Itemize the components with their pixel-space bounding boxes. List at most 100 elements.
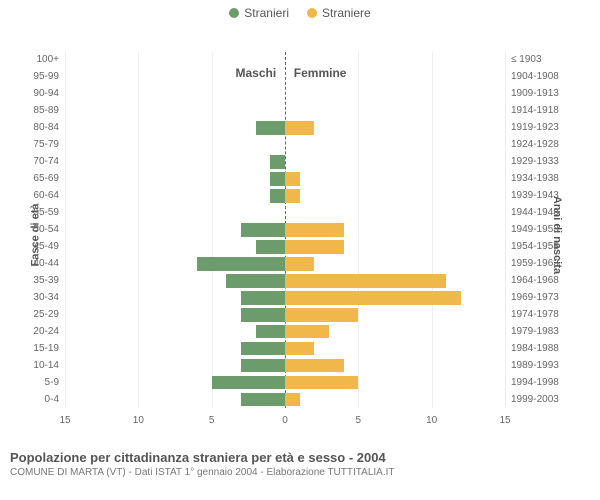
legend-label-female: Straniere [322, 6, 371, 20]
legend-swatch-male [229, 8, 239, 18]
bar-male [241, 393, 285, 407]
x-tick-label: 5 [356, 415, 362, 426]
bar-female [285, 257, 314, 271]
bar-male [241, 308, 285, 322]
legend-item-male: Stranieri [229, 6, 289, 20]
table-row: 25-291974-1978 [65, 306, 505, 323]
birth-year-label: 1949-1953 [505, 225, 559, 235]
bar-female [285, 274, 446, 288]
table-row: 85-891914-1918 [65, 103, 505, 120]
bar-male [241, 359, 285, 373]
age-label: 60-64 [33, 191, 65, 201]
table-row: 65-691934-1938 [65, 171, 505, 188]
bar-male [226, 274, 285, 288]
table-row: 70-741929-1933 [65, 154, 505, 171]
age-label: 45-49 [33, 242, 65, 252]
age-label: 70-74 [33, 157, 65, 167]
age-label: 100+ [36, 55, 65, 65]
table-row: 10-141989-1993 [65, 357, 505, 374]
birth-year-label: 1929-1933 [505, 157, 559, 167]
birth-year-label: 1964-1968 [505, 276, 559, 286]
birth-year-label: 1979-1983 [505, 327, 559, 337]
table-row: 55-591944-1948 [65, 205, 505, 222]
table-row: 30-341969-1973 [65, 289, 505, 306]
table-row: 20-241979-1983 [65, 323, 505, 340]
age-label: 15-19 [33, 344, 65, 354]
age-label: 85-89 [33, 106, 65, 116]
birth-year-label: 1974-1978 [505, 310, 559, 320]
x-tick-label: 15 [59, 415, 70, 426]
birth-year-label: 1944-1948 [505, 208, 559, 218]
bar-female [285, 393, 300, 407]
age-label: 40-44 [33, 259, 65, 269]
bar-female [285, 342, 314, 356]
age-label: 50-54 [33, 225, 65, 235]
bar-female [285, 376, 358, 390]
x-tick-label: 0 [282, 415, 288, 426]
age-label: 75-79 [33, 140, 65, 150]
chart: Fasce di età Anni di nascita Maschi Femm… [0, 20, 600, 450]
bar-male [212, 376, 285, 390]
legend-swatch-female [307, 8, 317, 18]
chart-title: Popolazione per cittadinanza straniera p… [0, 450, 600, 467]
age-label: 25-29 [33, 310, 65, 320]
age-label: 35-39 [33, 276, 65, 286]
age-label: 65-69 [33, 174, 65, 184]
bar-female [285, 223, 344, 237]
age-label: 55-59 [33, 208, 65, 218]
birth-year-label: 1939-1943 [505, 191, 559, 201]
bar-male [270, 155, 285, 169]
birth-year-label: 1914-1918 [505, 106, 559, 116]
bar-female [285, 240, 344, 254]
bar-male [241, 291, 285, 305]
bar-female [285, 121, 314, 135]
birth-year-label: 1919-1923 [505, 123, 559, 133]
bar-female [285, 325, 329, 339]
bar-female [285, 359, 344, 373]
legend: Stranieri Straniere [0, 0, 600, 20]
age-label: 80-84 [33, 123, 65, 133]
x-tick-label: 15 [499, 415, 510, 426]
bar-male [197, 257, 285, 271]
birth-year-label: 1989-1993 [505, 361, 559, 371]
age-label: 0-4 [45, 395, 65, 405]
legend-label-male: Stranieri [244, 6, 289, 20]
bar-female [285, 308, 358, 322]
birth-year-label: 1959-1963 [505, 259, 559, 269]
birth-year-label: 1904-1908 [505, 72, 559, 82]
table-row: 80-841919-1923 [65, 120, 505, 137]
bar-male [256, 325, 285, 339]
birth-year-label: 1954-1958 [505, 242, 559, 252]
birth-year-label: 1909-1913 [505, 89, 559, 99]
table-row: 35-391964-1968 [65, 272, 505, 289]
bar-male [270, 189, 285, 203]
bar-female [285, 172, 300, 186]
table-row: 90-941909-1913 [65, 86, 505, 103]
birth-year-label: 1984-1988 [505, 344, 559, 354]
birth-year-label: 1969-1973 [505, 293, 559, 303]
table-row: 100+≤ 1903 [65, 52, 505, 69]
age-label: 95-99 [33, 72, 65, 82]
bar-female [285, 291, 461, 305]
birth-year-label: 1999-2003 [505, 395, 559, 405]
age-label: 5-9 [45, 378, 65, 388]
x-tick-label: 10 [426, 415, 437, 426]
bar-male [241, 342, 285, 356]
bar-male [270, 172, 285, 186]
table-row: 45-491954-1958 [65, 238, 505, 255]
table-row: 95-991904-1908 [65, 69, 505, 86]
table-row: 50-541949-1953 [65, 222, 505, 239]
birth-year-label: 1924-1928 [505, 140, 559, 150]
x-tick-label: 5 [209, 415, 215, 426]
table-row: 15-191984-1988 [65, 340, 505, 357]
age-label: 20-24 [33, 327, 65, 337]
bar-male [256, 121, 285, 135]
x-tick-label: 10 [133, 415, 144, 426]
bar-male [241, 223, 285, 237]
birth-year-label: 1934-1938 [505, 174, 559, 184]
age-label: 30-34 [33, 293, 65, 303]
chart-subtitle: COMUNE DI MARTA (VT) - Dati ISTAT 1° gen… [0, 467, 600, 478]
table-row: 0-41999-2003 [65, 391, 505, 408]
bar-male [256, 240, 285, 254]
legend-item-female: Straniere [307, 6, 371, 20]
